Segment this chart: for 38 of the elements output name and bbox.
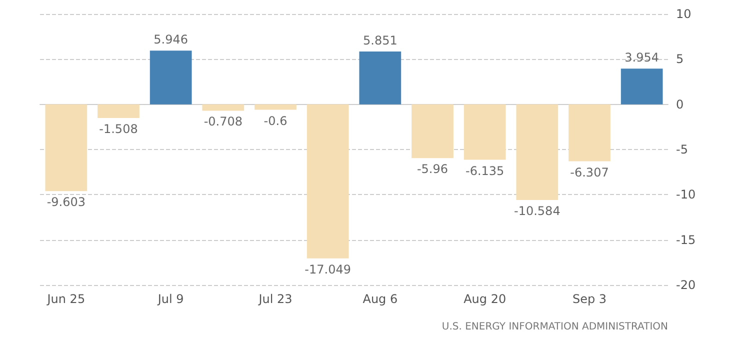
y-tick-label: -20 [676, 278, 696, 292]
bar [568, 104, 610, 162]
x-tick-label: Aug 20 [464, 292, 506, 306]
data-label: 3.954 [624, 50, 660, 65]
data-label: -6.135 [465, 164, 504, 178]
y-tick-label: -15 [676, 232, 696, 247]
text: U.S. ENERGY INFORMATION ADMINISTRATION [442, 322, 668, 332]
bar [254, 104, 296, 110]
bar [306, 104, 349, 258]
x-tick-label: Jul 23 [258, 292, 292, 306]
bar [202, 104, 244, 111]
y-tick-label: 5 [676, 52, 684, 66]
x-tick-label: Sep 3 [572, 292, 607, 306]
data-label: -9.603 [46, 195, 86, 210]
y-tick-label: 10 [676, 7, 692, 21]
bar [98, 104, 140, 118]
data-label: -0.6 [264, 114, 288, 128]
data-label: -17.049 [304, 262, 351, 276]
bar [620, 68, 663, 104]
y-tick-label: 0 [676, 97, 684, 112]
data-label: -10.584 [514, 204, 560, 218]
data-label: -6.307 [570, 165, 609, 180]
data-label: 5.946 [154, 32, 188, 47]
bar [150, 50, 192, 104]
y-tick-label: -5 [676, 142, 688, 156]
bar [412, 104, 454, 158]
data-label: -5.96 [416, 162, 448, 176]
x-tick-label: Aug 6 [362, 292, 398, 306]
data-label: 5.851 [362, 33, 398, 48]
y-tick-label: -10 [676, 188, 696, 202]
data-label: -0.708 [204, 114, 243, 129]
data-label: -1.508 [99, 122, 138, 136]
bar [516, 104, 558, 200]
bar [45, 104, 88, 192]
bar [464, 104, 506, 160]
x-tick-label: Jul 9 [156, 292, 184, 306]
bar [359, 51, 402, 104]
x-tick-label: Jun 25 [46, 292, 86, 306]
